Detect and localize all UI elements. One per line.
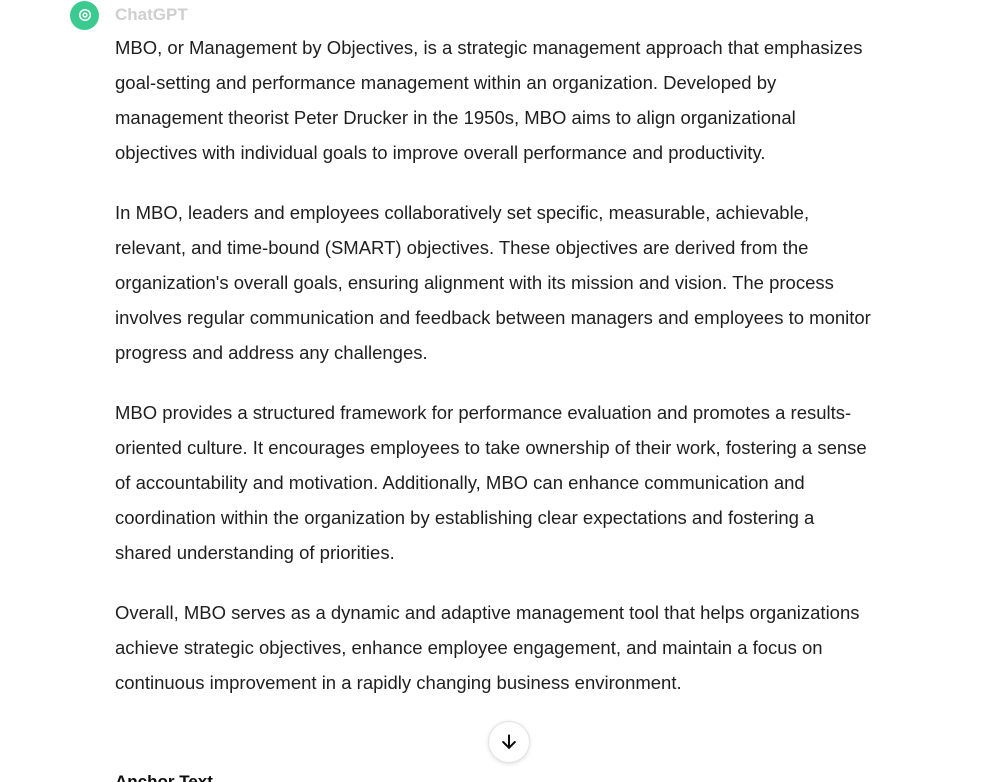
message-header: ChatGPT <box>70 0 188 30</box>
next-message-author: Anchor Text <box>115 772 213 782</box>
message-paragraph: Overall, MBO serves as a dynamic and ada… <box>115 602 860 693</box>
avatar <box>70 0 99 30</box>
message-paragraph: MBO provides a structured framework for … <box>115 402 867 563</box>
message-paragraph: MBO, or Management by Objectives, is a s… <box>115 37 863 163</box>
author-name: ChatGPT <box>115 5 188 24</box>
assistant-message: MBO, or Management by Objectives, is a s… <box>115 30 875 725</box>
message-paragraph: In MBO, leaders and employees collaborat… <box>115 202 871 363</box>
scroll-to-bottom-button[interactable] <box>488 721 530 763</box>
openai-logo-icon <box>78 9 91 21</box>
arrow-down-icon <box>502 734 516 749</box>
